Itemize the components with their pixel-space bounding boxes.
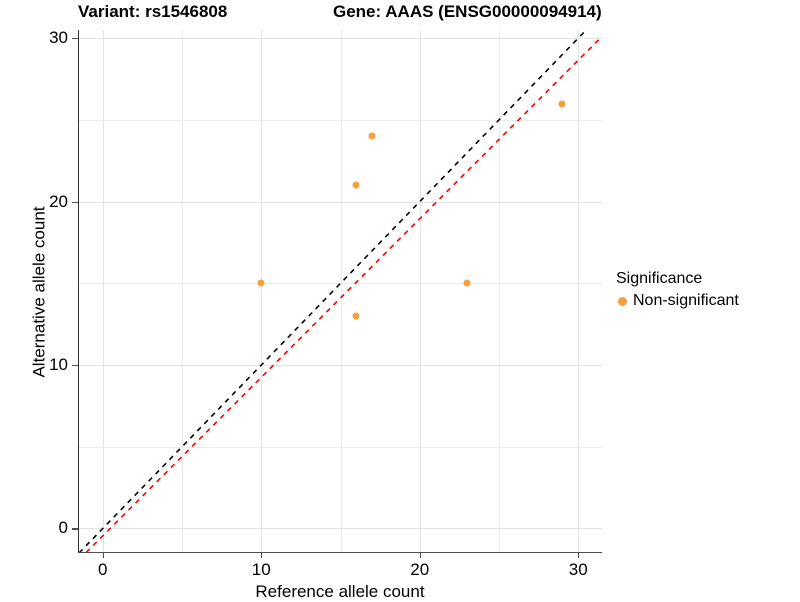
gridline-y-10 [79,365,602,367]
identity-line [79,30,588,553]
x-axis-line [78,552,602,554]
y-tick-mark-30 [72,38,78,40]
plot-panel [79,30,602,553]
data-point [368,132,376,140]
gridline-x-15 [340,30,342,553]
x-tick-label-30: 30 [568,560,588,579]
y-tick-mark-20 [72,201,78,203]
y-tick-mark-10 [72,365,78,367]
x-tick-label-0: 0 [98,560,108,579]
legend-dot-icon [618,296,627,306]
gridline-x-30 [578,30,580,553]
legend-item: Non-significant [618,292,739,310]
legend-item-label: Non-significant [633,292,739,309]
gridline-x-10 [261,30,263,553]
data-point [463,279,471,287]
y-tick-label-0: 0 [58,518,68,538]
data-point [257,279,265,287]
gridline-x-5 [182,30,184,553]
gridline-y-0 [79,528,602,530]
gridline-y-5 [79,446,602,448]
y-axis-line [78,30,80,553]
x-tick-label-20: 20 [410,560,430,579]
gridline-x-0 [102,30,104,553]
gene-title: Gene: AAAS (ENSG00000094914) [333,2,602,21]
fit-line [84,35,602,553]
y-tick-label-10: 10 [49,355,68,375]
data-point [352,312,360,320]
gridline-y-30 [79,38,602,40]
x-axis-title: Reference allele count [255,582,425,601]
x-tick-label-10: 10 [251,560,271,579]
y-tick-label-20: 20 [49,191,68,211]
legend: Significance Non-significant [616,270,739,310]
gridline-y-25 [79,119,602,121]
legend-title: Significance [616,270,703,287]
gridline-x-25 [498,30,500,553]
gridline-y-20 [79,201,602,203]
gridline-y-15 [79,283,602,285]
reference-lines [79,30,602,553]
plot-title-row: Variant: rs1546808 Gene: AAAS (ENSG00000… [78,2,602,26]
y-axis-title: Alternative allele count [29,206,49,378]
gridline-x-20 [419,30,421,553]
y-tick-mark-0 [72,528,78,530]
variant-title: Variant: rs1546808 [78,2,228,21]
legend-items: Non-significant [616,292,739,310]
x-tick-mark-20 [419,553,421,558]
y-tick-label-30: 30 [49,28,68,48]
x-tick-mark-10 [261,553,263,558]
data-point [352,181,360,189]
x-tick-mark-30 [578,553,580,558]
data-point [558,100,566,108]
x-tick-mark-0 [102,553,104,558]
